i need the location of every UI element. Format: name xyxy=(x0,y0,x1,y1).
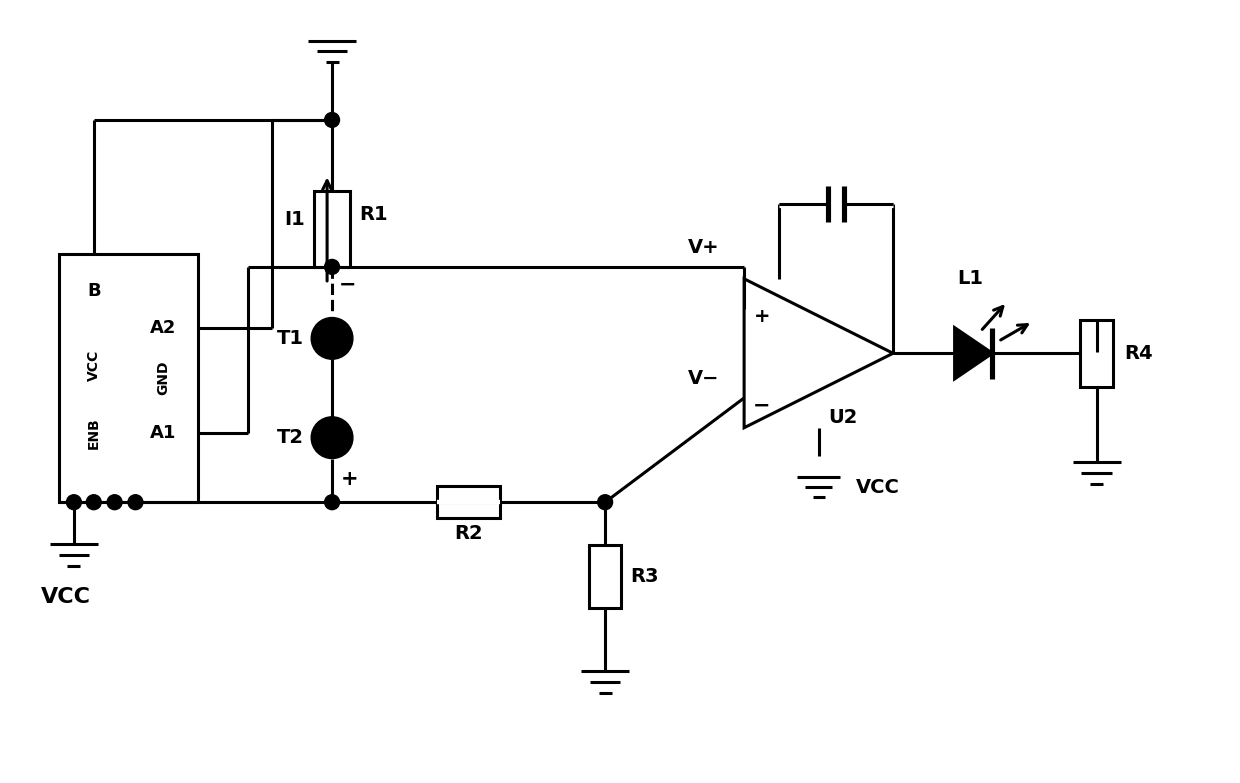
Bar xyxy=(436,486,501,518)
Text: +: + xyxy=(341,469,358,489)
Bar xyxy=(60,254,198,502)
Circle shape xyxy=(87,495,102,510)
Polygon shape xyxy=(955,327,992,379)
Circle shape xyxy=(325,495,340,510)
Text: B: B xyxy=(87,282,100,300)
Bar xyxy=(314,191,350,267)
Text: VCC: VCC xyxy=(41,586,91,607)
Circle shape xyxy=(311,417,353,459)
Text: V−: V− xyxy=(688,369,719,388)
Text: VCC: VCC xyxy=(87,350,100,381)
Text: U2: U2 xyxy=(828,408,858,428)
Circle shape xyxy=(67,495,82,510)
Text: I1: I1 xyxy=(284,210,305,229)
Bar xyxy=(589,545,621,608)
Circle shape xyxy=(325,113,340,128)
Text: A1: A1 xyxy=(150,424,176,442)
Text: R2: R2 xyxy=(454,525,482,543)
Text: L1: L1 xyxy=(957,269,983,288)
Text: T1: T1 xyxy=(277,329,304,348)
Text: +: + xyxy=(754,307,770,326)
Circle shape xyxy=(598,495,613,510)
Text: R3: R3 xyxy=(630,567,658,586)
Text: R4: R4 xyxy=(1125,344,1153,363)
Text: −: − xyxy=(753,396,771,416)
Text: R1: R1 xyxy=(358,205,387,224)
Text: GND: GND xyxy=(156,361,170,395)
Text: T2: T2 xyxy=(277,428,304,447)
Text: A2: A2 xyxy=(150,319,176,337)
Circle shape xyxy=(128,495,143,510)
Circle shape xyxy=(325,259,340,274)
Text: −: − xyxy=(340,275,357,294)
Circle shape xyxy=(311,318,353,359)
Bar xyxy=(1080,319,1114,387)
Text: VCC: VCC xyxy=(856,478,900,497)
Text: ENB: ENB xyxy=(87,417,100,449)
Circle shape xyxy=(107,495,122,510)
Text: V+: V+ xyxy=(688,237,719,257)
